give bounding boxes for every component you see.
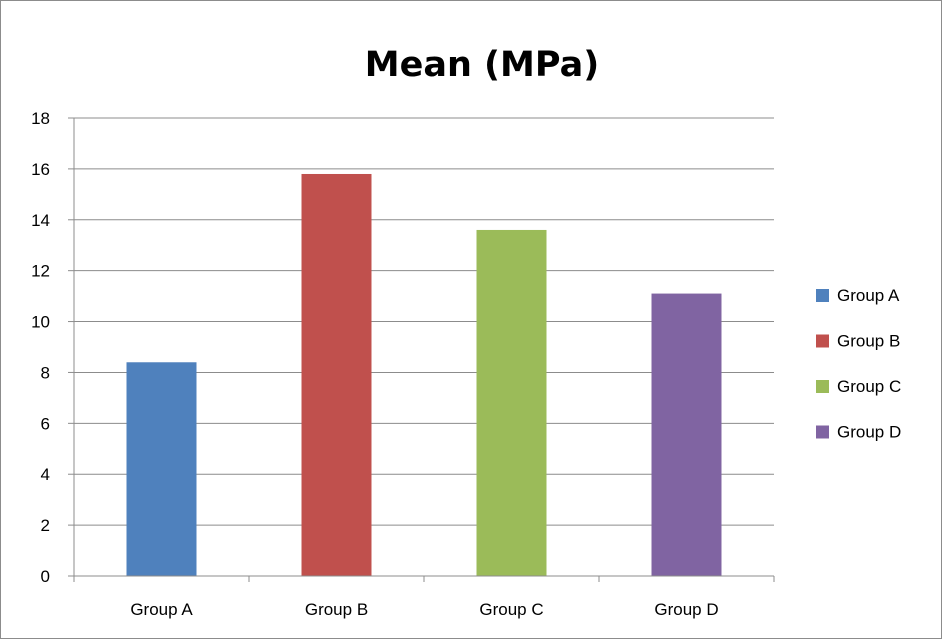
legend-item-group-d: Group D bbox=[816, 423, 901, 442]
legend-swatch bbox=[816, 380, 829, 393]
y-tick-label: 4 bbox=[41, 465, 50, 484]
y-tick-label: 14 bbox=[31, 211, 50, 230]
legend-swatch bbox=[816, 289, 829, 302]
x-axis-tick-labels: Group A Group B Group C Group D bbox=[130, 600, 718, 619]
x-tick-label: Group D bbox=[654, 600, 718, 619]
bar-group-c bbox=[476, 229, 547, 576]
x-tick-label: Group B bbox=[305, 600, 368, 619]
y-tick-label: 10 bbox=[31, 313, 50, 332]
legend-item-group-b: Group B bbox=[816, 332, 900, 351]
legend-swatch bbox=[816, 334, 829, 348]
y-tick-label: 2 bbox=[41, 516, 50, 535]
legend: Group A Group B Group C Group D bbox=[816, 286, 901, 442]
legend-item-group-a: Group A bbox=[816, 286, 900, 305]
x-tick-label: Group C bbox=[479, 600, 543, 619]
y-tick-label: 18 bbox=[31, 109, 50, 128]
x-tick-label: Group A bbox=[130, 600, 193, 619]
y-axis-tick-labels: 0 2 4 6 8 10 12 14 16 18 bbox=[31, 109, 50, 586]
y-tick-label: 16 bbox=[31, 160, 50, 179]
legend-label: Group D bbox=[837, 423, 901, 442]
y-tick-label: 12 bbox=[31, 262, 50, 281]
legend-label: Group C bbox=[837, 377, 901, 396]
bar-group-b bbox=[301, 173, 372, 576]
axes bbox=[68, 117, 775, 582]
legend-item-group-c: Group C bbox=[816, 377, 901, 396]
bars bbox=[126, 173, 722, 576]
y-tick-label: 6 bbox=[41, 414, 50, 433]
bar-group-d bbox=[651, 293, 722, 576]
legend-label: Group B bbox=[837, 332, 900, 351]
legend-swatch bbox=[816, 425, 829, 439]
y-tick-label: 8 bbox=[41, 363, 50, 382]
chart-title: Mean (MPa) bbox=[365, 45, 599, 85]
legend-label: Group A bbox=[837, 286, 900, 305]
y-tick-label: 0 bbox=[41, 567, 50, 586]
bar-group-a bbox=[126, 362, 197, 576]
